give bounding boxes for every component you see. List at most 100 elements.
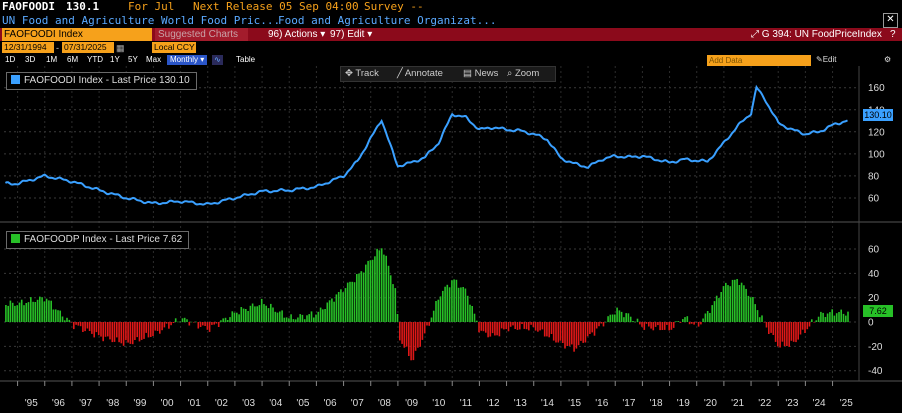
y-tick-label: 60 xyxy=(868,193,880,204)
change-bar xyxy=(20,299,23,322)
end-date-input[interactable]: 07/31/2025 xyxy=(62,42,114,53)
change-bar xyxy=(18,302,21,322)
suggested-charts-button[interactable]: Suggested Charts xyxy=(155,28,248,41)
change-bar xyxy=(842,313,845,323)
change-bar xyxy=(672,322,675,328)
price-line xyxy=(4,84,848,206)
change-bar xyxy=(847,311,849,323)
change-bar xyxy=(405,322,408,347)
change-bar xyxy=(715,295,718,323)
help-button[interactable]: ? xyxy=(890,29,896,40)
change-bar xyxy=(86,322,89,329)
change-bar xyxy=(729,286,732,322)
range-3d[interactable]: 3D xyxy=(25,55,36,64)
change-bar xyxy=(595,322,598,329)
change-bar xyxy=(32,301,34,322)
release-period: For Jul xyxy=(128,0,175,13)
ticker-symbol[interactable]: FAOFOODI xyxy=(2,0,55,13)
bar-swatch-icon xyxy=(11,234,20,243)
actions-menu[interactable]: 96) Actions ▾ xyxy=(268,29,326,40)
annotate-tool[interactable]: ╱ Annotate xyxy=(397,68,443,79)
x-tick-label: '99 xyxy=(133,398,146,409)
change-bar xyxy=(88,322,91,331)
change-bar xyxy=(695,322,698,323)
expand-icon[interactable]: ⤢ xyxy=(751,29,759,40)
change-bar xyxy=(829,312,831,323)
x-tick-label: '12 xyxy=(487,398,500,409)
change-bar xyxy=(772,322,775,335)
x-tick-label: '05 xyxy=(296,398,309,409)
change-bar xyxy=(5,305,7,322)
currency-select[interactable]: Local CCY xyxy=(152,42,196,53)
change-bar xyxy=(781,322,784,342)
change-bar xyxy=(263,304,265,322)
change-bar xyxy=(226,320,229,322)
change-bar xyxy=(421,322,424,340)
change-legend[interactable]: FAOFOODP Index - Last Price 7.62 xyxy=(6,231,190,249)
close-button[interactable]: ✕ xyxy=(883,13,898,28)
change-bar xyxy=(813,322,815,323)
gear-icon[interactable]: ⚙ xyxy=(884,55,892,64)
change-bar xyxy=(482,322,485,332)
change-bar xyxy=(145,322,147,333)
table-button[interactable]: Table xyxy=(236,55,256,64)
change-bar xyxy=(571,322,573,345)
change-bar xyxy=(297,317,299,323)
range-max[interactable]: Max xyxy=(146,55,162,64)
change-bar xyxy=(306,315,308,322)
change-bar xyxy=(131,322,134,345)
change-bar xyxy=(808,322,811,327)
range-ytd[interactable]: YTD xyxy=(87,55,103,64)
change-bar xyxy=(659,322,661,331)
change-bar xyxy=(428,322,430,326)
change-bar xyxy=(600,322,603,324)
change-bar xyxy=(713,301,716,323)
change-bar xyxy=(457,287,460,322)
change-bar xyxy=(609,314,612,322)
y-tick-label: 20 xyxy=(868,293,880,304)
change-bar xyxy=(539,322,541,331)
start-date-input[interactable]: 12/31/1994 xyxy=(2,42,54,53)
change-bar xyxy=(100,322,102,337)
chart-id-label: ⤢ G 394: UN FoodPriceIndex xyxy=(751,29,882,40)
edit-chart-button[interactable]: ✎ Edit Chart xyxy=(816,55,842,76)
y-tick-label: 60 xyxy=(868,245,880,256)
range-5y[interactable]: 5Y xyxy=(128,55,138,64)
range-6m[interactable]: 6M xyxy=(67,55,79,64)
change-bar xyxy=(70,322,73,323)
chart-type-icon[interactable]: ∿ xyxy=(212,55,223,65)
news-tool[interactable]: ▤ News xyxy=(463,68,499,79)
frequency-select[interactable]: Monthly ▾ xyxy=(167,55,208,65)
price-legend[interactable]: FAOFOODI Index - Last Price 130.10 xyxy=(6,72,197,90)
calendar-icon[interactable]: ▦ xyxy=(116,43,125,53)
change-bar xyxy=(346,282,349,322)
change-bar xyxy=(52,309,55,322)
change-bar xyxy=(831,309,833,322)
track-tool[interactable]: ✥ Track xyxy=(345,68,379,79)
change-bar xyxy=(435,301,437,322)
change-bar xyxy=(328,300,331,322)
change-bar xyxy=(586,322,589,337)
change-bar xyxy=(177,321,179,323)
change-bar xyxy=(308,314,310,322)
change-bar xyxy=(691,322,693,324)
range-1m[interactable]: 1M xyxy=(46,55,58,64)
change-bar xyxy=(292,319,295,322)
change-bar xyxy=(460,287,462,322)
zoom-tool[interactable]: ⌕ Zoom xyxy=(507,68,540,79)
change-bar xyxy=(97,322,100,336)
edit-menu[interactable]: 97) Edit ▾ xyxy=(330,29,373,40)
change-bar xyxy=(91,322,93,334)
range-row: 1D 3D 1M 6M YTD 1Y 5Y Max Monthly ▾ ∿ Ta… xyxy=(0,54,902,76)
range-1d[interactable]: 1D xyxy=(5,55,16,64)
change-bar xyxy=(618,310,621,322)
change-bar xyxy=(611,314,614,323)
add-data-input[interactable]: Add Data xyxy=(707,55,811,66)
change-bar xyxy=(790,322,793,341)
ticker-input[interactable]: FAOFOODI Index xyxy=(2,28,152,41)
change-bar xyxy=(199,322,202,327)
range-1y[interactable]: 1Y xyxy=(110,55,120,64)
change-bar xyxy=(213,322,215,325)
change-last-badge: 7.62 xyxy=(863,305,893,317)
